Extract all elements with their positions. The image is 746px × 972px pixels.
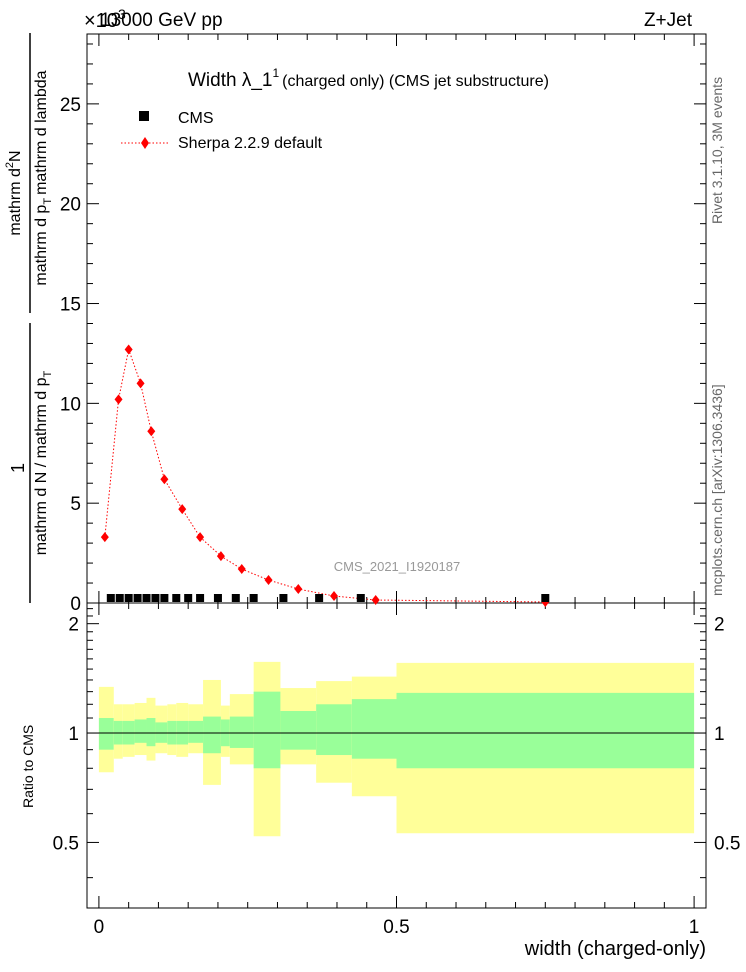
sherpa-series (100, 344, 550, 608)
exponent-label: ×103 (84, 6, 126, 32)
legend-sherpa-label: Sherpa 2.2.9 default (178, 135, 323, 152)
main-ytick-label-2: 10 (60, 394, 81, 415)
sherpa-point-2 (124, 344, 133, 355)
sherpa-point-3 (136, 378, 145, 389)
sherpa-point-8 (216, 551, 225, 562)
cms-point-13 (279, 594, 288, 603)
cms-point-0 (106, 594, 115, 603)
y-label-right-top: mathrm d2N (4, 150, 24, 235)
sherpa-point-11 (294, 584, 303, 595)
main-ytick-label-5: 25 (60, 95, 81, 116)
ratio-ytick-label-right-0: 0.5 (714, 833, 740, 854)
legend-cms-label: CMS (178, 110, 214, 127)
y-label-right-bottom: mathrm d pTmathrm d lambda (33, 70, 54, 285)
ratio-band-green-9 (203, 716, 221, 754)
cms-point-14 (315, 594, 324, 603)
cms-point-8 (184, 594, 193, 603)
cms-point-16 (541, 594, 550, 603)
plot-title: Width λ_11 (charged only) (CMS jet substr… (188, 66, 549, 91)
cms-point-3 (133, 594, 142, 603)
main-ytick-label-4: 20 (60, 195, 81, 216)
ratio-band-green-11 (229, 716, 254, 748)
ratio-ytick-label-right-1: 1 (714, 724, 725, 745)
main-ytick-label-0: 0 (70, 594, 81, 615)
ratio-band-green-14 (316, 704, 352, 756)
ratio-ytick-label-left-2: 2 (68, 615, 79, 636)
plot-title-sub: (charged only) (CMS jet substructure) (282, 73, 549, 90)
ratio-band-green-13 (280, 710, 317, 750)
ratio-band-green-12 (253, 691, 281, 769)
ratio-band-green-15 (351, 699, 397, 759)
y-label-numerator-one: 1 (8, 463, 28, 473)
ratio-ytick-label-left-1: 1 (68, 724, 79, 745)
cms-point-6 (160, 594, 169, 603)
ratio-bands (98, 661, 695, 837)
legend: CMS Sherpa 2.2.9 default (121, 110, 323, 152)
cms-point-1 (115, 594, 124, 603)
analysis-id: CMS_2021_I1920187 (334, 559, 461, 574)
legend-sherpa-marker (141, 137, 149, 149)
cms-point-9 (196, 594, 205, 603)
plot-title-sup: 1 (272, 66, 279, 80)
exponent-power: 3 (118, 6, 126, 22)
cms-point-7 (172, 594, 181, 603)
header-right: Z+Jet (644, 10, 693, 31)
cms-point-4 (142, 594, 151, 603)
sherpa-point-4 (147, 426, 156, 437)
sherpa-point-5 (160, 474, 169, 485)
cms-point-11 (231, 594, 240, 603)
ratio-xtick-label-0: 0 (94, 917, 105, 938)
sherpa-point-12 (330, 591, 339, 602)
header-left: 13000 GeV pp (100, 10, 223, 31)
main-y-ticks: 0 5 10 15 20 25 (60, 43, 706, 615)
ratio-ytick-label-right-2: 2 (714, 615, 725, 636)
main-y-axis-label: 1 mathrm d N / mathrm d pT mathrm d2N ma… (4, 33, 54, 603)
sherpa-line (104, 347, 546, 603)
sherpa-point-13 (371, 595, 380, 606)
y-label-denominator: mathrm d N / mathrm d pT (33, 370, 54, 555)
cms-point-15 (356, 594, 365, 603)
sherpa-point-6 (178, 504, 187, 515)
mcplots-label: mcplots.cern.ch [arXiv:1306.3436] (709, 384, 725, 596)
sherpa-point-10 (264, 575, 273, 586)
ratio-band-green-0 (98, 718, 114, 750)
sherpa-point-7 (196, 532, 205, 543)
ratio-band-green-8 (188, 720, 204, 743)
sherpa-point-0 (100, 532, 109, 543)
plot-title-main: Width λ_1 (188, 70, 272, 91)
cms-point-5 (151, 594, 160, 603)
ratio-band-green-3 (134, 719, 147, 743)
legend-cms-marker (139, 111, 149, 121)
x-axis-label: width (charged-only) (524, 938, 706, 960)
main-ytick-label-3: 15 (60, 295, 81, 316)
cms-point-12 (249, 594, 258, 603)
ratio-y-label: Ratio to CMS (20, 725, 36, 808)
main-ytick-label-1: 5 (70, 494, 81, 515)
ratio-xtick-label-2: 1 (689, 917, 700, 938)
ratio-ytick-label-left-0: 0.5 (53, 833, 79, 854)
sherpa-point-1 (114, 394, 123, 405)
ratio-band-green-16 (396, 692, 695, 769)
cms-point-10 (213, 594, 222, 603)
ratio-xtick-label-1: 0.5 (383, 917, 409, 938)
rivet-label: Rivet 3.1.10, 3M events (709, 77, 725, 224)
sherpa-point-9 (237, 564, 246, 575)
cms-point-2 (124, 594, 133, 603)
ratio-band-green-4 (146, 718, 156, 747)
ratio-ticks: 0 0.5 1 0.5 0.5 1 1 2 2 (53, 603, 740, 938)
cms-series (106, 594, 550, 603)
